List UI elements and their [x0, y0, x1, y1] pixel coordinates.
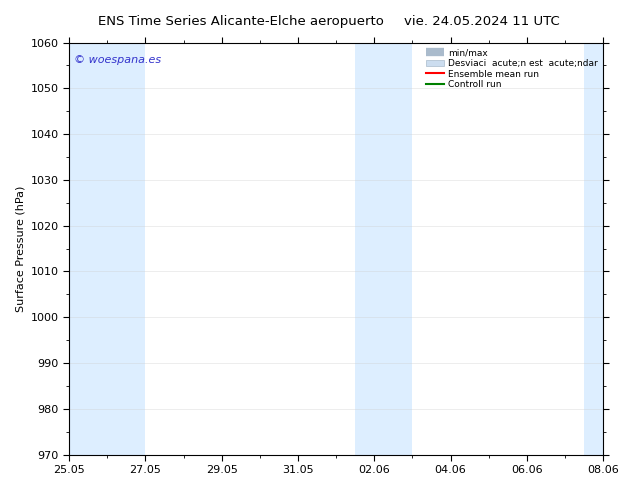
Bar: [374, 43, 412, 455]
Bar: [355, 43, 374, 455]
Y-axis label: Surface Pressure (hPa): Surface Pressure (hPa): [15, 185, 25, 312]
Text: vie. 24.05.2024 11 UTC: vie. 24.05.2024 11 UTC: [404, 15, 560, 28]
Text: ENS Time Series Alicante-Elche aeropuerto: ENS Time Series Alicante-Elche aeropuert…: [98, 15, 384, 28]
Bar: [69, 43, 145, 455]
Legend: min/max, Desviaci  acute;n est  acute;ndar, Ensemble mean run, Controll run: min/max, Desviaci acute;n est acute;ndar…: [423, 45, 601, 93]
Bar: [584, 43, 603, 455]
Text: © woespana.es: © woespana.es: [74, 55, 162, 65]
